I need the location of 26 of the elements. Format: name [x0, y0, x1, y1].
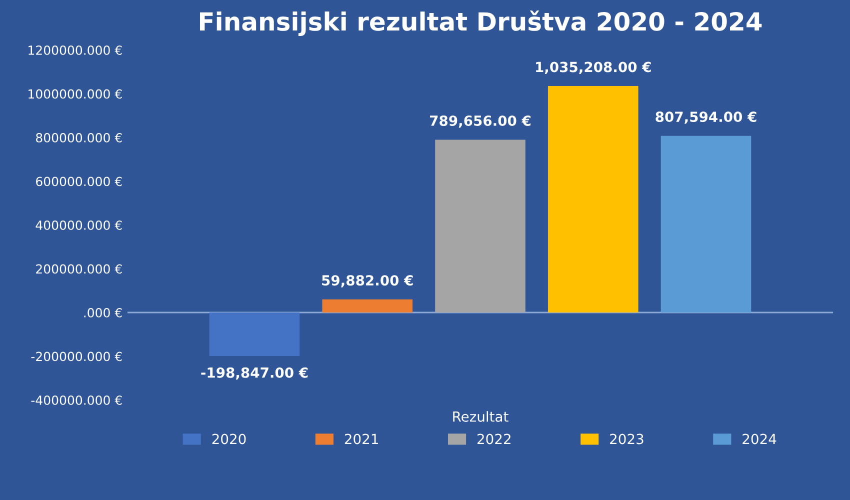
legend-label: 2022	[477, 434, 510, 444]
y-tick-label: .000 €	[84, 308, 122, 318]
data-label: 789,656.00 €	[430, 115, 531, 128]
chart-title: Finansijski rezultat Društva 2020 - 2024	[200, 10, 762, 36]
data-label: 1,035,208.00 €	[536, 62, 651, 74]
legend-label: 2020	[212, 434, 246, 444]
y-tick-label: 800000.000 €	[36, 132, 122, 142]
x-tick-label: Rezultat	[453, 411, 508, 422]
data-label: 807,594.00 €	[656, 112, 756, 124]
y-tick-label: -200000.000 €	[31, 352, 122, 362]
bar	[660, 136, 752, 312]
legend-label: 2021	[344, 434, 378, 444]
y-tick-label: 1000000.000 €	[28, 89, 122, 99]
bar	[209, 312, 300, 356]
data-label: 59,882.00 €	[322, 275, 413, 288]
y-tick-label: 600000.000 €	[36, 176, 122, 186]
legend-label: 2024	[742, 434, 776, 444]
legend-label: 2023	[610, 434, 644, 444]
y-tick-label: -400000.000 €	[31, 395, 122, 405]
data-label: -198,847.00 €	[201, 367, 308, 380]
bar	[435, 140, 526, 312]
y-tick-label: 200000.000 €	[36, 264, 122, 274]
bar	[322, 299, 413, 312]
y-tick-label: 400000.000 €	[36, 220, 122, 230]
y-tick-label: 1200000.000 €	[28, 45, 122, 55]
bar	[548, 86, 638, 312]
